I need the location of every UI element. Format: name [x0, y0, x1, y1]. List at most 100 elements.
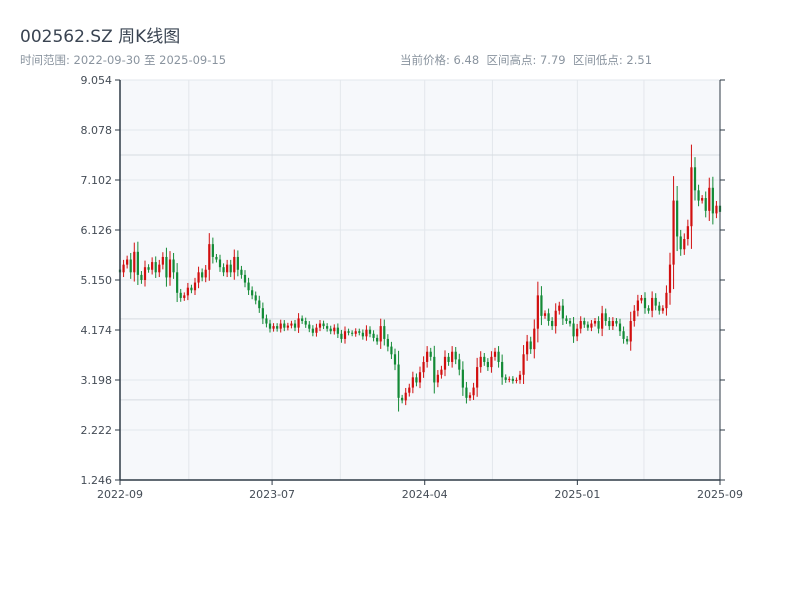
candle-body [218, 259, 222, 268]
candle-body [376, 337, 379, 342]
candle-body [622, 331, 625, 339]
candle-body [133, 251, 136, 273]
candle-body [179, 292, 182, 298]
candle-body [476, 367, 479, 388]
x-tick-label: 2023-07 [249, 488, 295, 501]
current-price-label: 当前价格: 6.48 [400, 53, 480, 67]
candle-body [583, 320, 586, 325]
candle-body [161, 256, 164, 265]
candle-body [318, 323, 322, 328]
candle-body [315, 327, 318, 333]
candle-body [240, 269, 243, 275]
candle-body [340, 333, 343, 339]
candle-body [558, 305, 561, 311]
candle-body [458, 359, 461, 370]
chart-title: 002562.SZ 周K线图 [20, 27, 181, 47]
candle-body [454, 351, 457, 360]
candle-body [383, 326, 386, 339]
candle-body [551, 320, 554, 327]
candle-body [554, 310, 557, 327]
candle-body [697, 190, 700, 201]
candle-body [579, 320, 582, 329]
candle-body [190, 287, 193, 291]
candle-body [165, 256, 168, 278]
candle-body [633, 310, 636, 321]
candle-body [183, 295, 186, 298]
candle-body [479, 356, 482, 368]
candle-body [233, 256, 236, 273]
candle-body [354, 331, 357, 334]
candle-body [368, 329, 372, 334]
candle-body [547, 313, 550, 321]
candle-body [279, 323, 282, 329]
candle-body [440, 369, 443, 375]
candle-body [526, 341, 529, 355]
period-high-label: 区间高点: 7.79 [486, 53, 566, 67]
y-tick-label: 7.102 [81, 174, 113, 187]
candle-body [347, 331, 350, 333]
candle-body [226, 264, 229, 273]
candle-body [322, 323, 325, 327]
candle-body [586, 324, 589, 328]
candle-body [397, 364, 400, 398]
candle-body [686, 226, 689, 240]
candle-body [326, 326, 329, 329]
candle-body [268, 323, 272, 329]
period-low-label: 区间低点: 2.51 [572, 53, 653, 67]
price-summary: 当前价格: 6.48 区间高点: 7.79 区间低点: 2.51 [400, 52, 652, 68]
candle-body [540, 295, 543, 316]
candle-body [422, 361, 425, 373]
candle-body [672, 200, 675, 265]
candle-body [351, 332, 354, 334]
candle-body [122, 264, 125, 273]
candle-body [704, 198, 707, 211]
candle-body [126, 259, 129, 265]
candle-body [361, 332, 364, 337]
candle-body [636, 300, 639, 311]
candle-body [447, 356, 450, 362]
y-tick-label: 6.126 [81, 224, 113, 237]
candle-body [372, 333, 375, 338]
candle-body [461, 369, 464, 388]
candle-body [601, 313, 604, 329]
candle-body [468, 395, 472, 398]
candle-body [222, 267, 225, 273]
candle-body [258, 300, 261, 309]
candle-body [611, 320, 614, 327]
candle-body [501, 361, 504, 378]
candle-body [604, 313, 607, 321]
candle-body [608, 320, 611, 327]
candle-body [411, 377, 414, 388]
y-tick-label: 2.222 [81, 424, 113, 437]
candle-body [215, 256, 218, 260]
x-tick-label: 2025-01 [554, 488, 600, 501]
candle-body [254, 295, 257, 301]
candle-body [647, 308, 650, 311]
candle-body [140, 274, 143, 280]
candle-body [522, 354, 525, 375]
y-tick-label: 1.246 [81, 474, 113, 487]
candle-body [386, 338, 389, 347]
candle-body [243, 274, 247, 283]
x-tick-label: 2022-09 [97, 488, 143, 501]
candle-body [358, 331, 361, 333]
candle-body [493, 351, 497, 357]
x-tick-label: 2024-04 [402, 488, 448, 501]
candle-body [261, 308, 264, 319]
axes: 1.246 2.222 3.198 4.174 5.150 6.126 7.102 8.078… [81, 74, 743, 501]
candle-body [565, 318, 568, 321]
candle-body [276, 326, 279, 329]
candle-body [518, 374, 522, 380]
candle-body [590, 323, 593, 328]
candle-body [393, 354, 397, 365]
candle-body [176, 272, 179, 293]
candle-body [265, 318, 268, 324]
candle-body [436, 374, 439, 383]
candle-body [654, 297, 657, 306]
candle-body [236, 256, 239, 270]
candle-body [129, 259, 132, 273]
candle-body [676, 200, 679, 237]
y-tick-label: 8.078 [81, 124, 113, 137]
y-tick-label: 3.198 [81, 374, 113, 387]
